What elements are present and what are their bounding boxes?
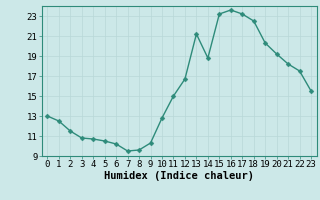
X-axis label: Humidex (Indice chaleur): Humidex (Indice chaleur) (104, 171, 254, 181)
